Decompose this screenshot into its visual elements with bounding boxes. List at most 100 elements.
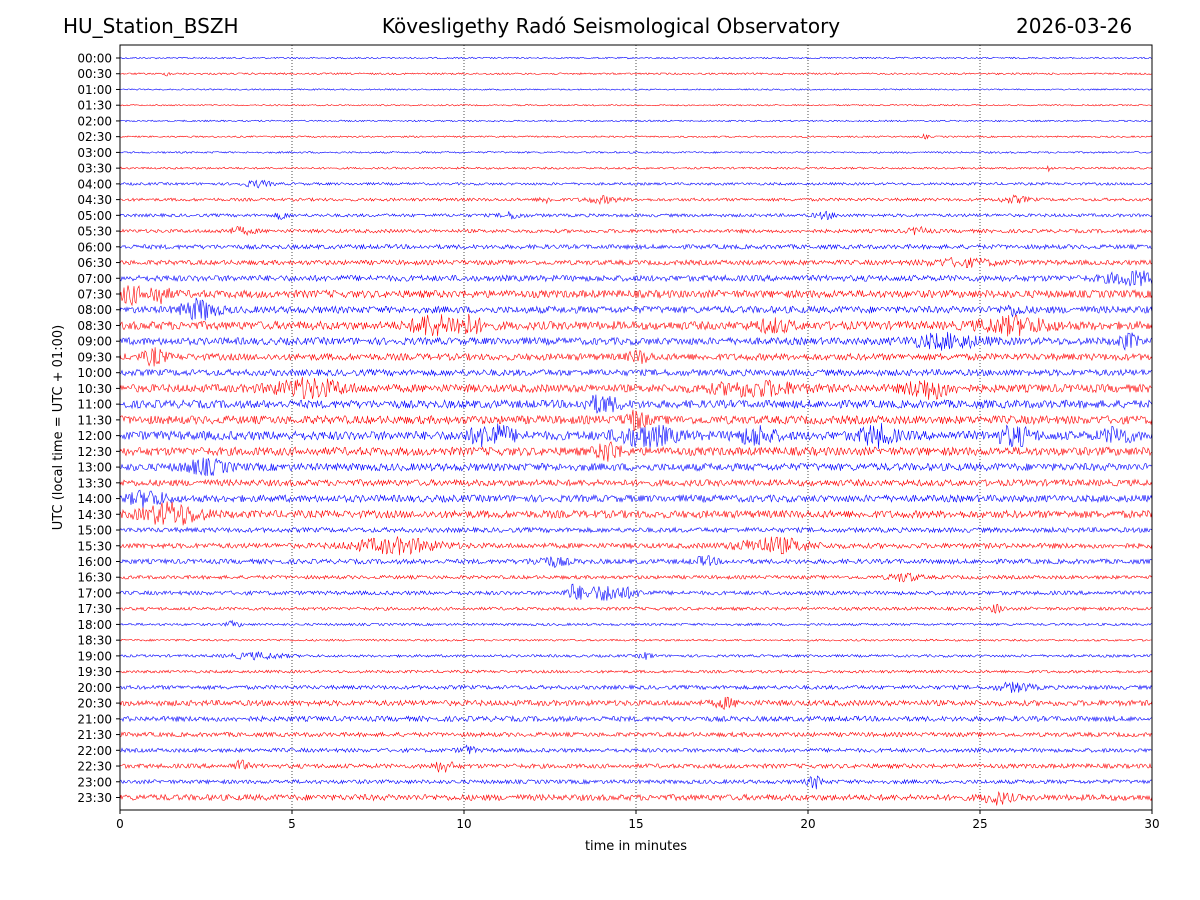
y-tick-label: 21:00 [77, 712, 112, 726]
trace-1400 [119, 489, 1153, 509]
y-tick-label: 13:30 [77, 476, 112, 490]
y-tick-label: 22:30 [77, 760, 112, 774]
y-tick-label: 06:30 [77, 256, 112, 270]
plot-frame [119, 44, 1153, 811]
trace-0630 [119, 257, 1153, 269]
y-tick-label: 18:30 [77, 634, 112, 648]
y-tick-label: 16:30 [77, 571, 112, 585]
trace-1300 [119, 457, 1153, 477]
trace-1230 [119, 441, 1153, 462]
trace-0500 [119, 210, 1153, 221]
y-tick-label: 17:30 [77, 602, 112, 616]
trace-1600 [119, 555, 1153, 569]
y-tick-label: 16:00 [77, 555, 112, 569]
y-tick-label: 02:30 [77, 130, 112, 144]
trace-0200 [119, 119, 1153, 123]
trace-1630 [119, 572, 1153, 583]
y-tick-label: 03:30 [77, 162, 112, 176]
y-tick-label: 21:30 [77, 728, 112, 742]
record-date: 2026-03-26 [1016, 14, 1133, 38]
y-tick-label: 08:30 [77, 319, 112, 333]
trace-1500 [119, 526, 1153, 534]
y-tick-label: 03:00 [77, 146, 112, 160]
trace-0300 [119, 150, 1153, 154]
trace-0130 [119, 104, 1153, 107]
trace-0730 [119, 285, 1153, 307]
y-tick-label: 11:30 [77, 413, 112, 427]
y-axis-label: UTC (local time = UTC + 01:00) [51, 325, 66, 530]
y-tick-label: 09:00 [77, 335, 112, 349]
trace-0600 [119, 243, 1153, 251]
y-tick-label: 00:00 [77, 52, 112, 66]
trace-0430 [119, 194, 1153, 206]
x-tick-label: 5 [288, 817, 296, 831]
y-tick-label: 12:00 [77, 429, 112, 443]
trace-0230 [119, 133, 1153, 140]
trace-1030 [119, 376, 1153, 400]
trace-1900 [119, 651, 1153, 661]
y-tick-label: 01:00 [77, 83, 112, 97]
trace-0100 [119, 88, 1153, 91]
x-axis-ticks: 0 5 10 15 20 25 30 [116, 810, 1160, 831]
trace-2000 [119, 681, 1153, 694]
y-tick-label: 07:00 [77, 272, 112, 286]
trace-0400 [119, 179, 1153, 189]
trace-0900 [119, 331, 1153, 351]
trace-2130 [119, 731, 1153, 738]
trace-1200 [119, 422, 1153, 449]
y-tick-label: 05:30 [77, 225, 112, 239]
trace-1130 [119, 409, 1153, 432]
trace-1730 [119, 603, 1153, 614]
trace-0800 [119, 297, 1153, 321]
y-tick-label: 14:00 [77, 492, 112, 506]
trace-0030 [119, 72, 1153, 77]
y-tick-label: 07:30 [77, 288, 112, 302]
y-tick-label: 20:00 [77, 681, 112, 695]
x-tick-label: 0 [116, 817, 124, 831]
trace-2030 [119, 696, 1153, 710]
y-tick-label: 00:30 [77, 67, 112, 81]
y-tick-label: 19:00 [77, 649, 112, 663]
y-tick-label: 20:30 [77, 697, 112, 711]
trace-1000 [119, 368, 1153, 377]
y-tick-label: 11:00 [77, 398, 112, 412]
y-tick-label: 14:30 [77, 508, 112, 522]
trace-1930 [119, 669, 1153, 674]
trace-1800 [119, 619, 1153, 628]
x-tick-label: 10 [456, 817, 471, 831]
trace-2200 [119, 744, 1153, 755]
y-tick-label: 05:00 [77, 209, 112, 223]
station-name: HU_Station_BSZH [63, 14, 239, 38]
vertical-gridlines [291, 45, 981, 810]
trace-0000 [119, 56, 1153, 60]
trace-2230 [119, 759, 1153, 773]
y-tick-label: 19:30 [77, 665, 112, 679]
x-tick-label: 20 [800, 817, 815, 831]
y-tick-label: 12:30 [77, 445, 112, 459]
y-tick-label: 15:00 [77, 524, 112, 538]
trace-1100 [119, 394, 1153, 414]
trace-1430 [119, 501, 1153, 526]
trace-0530 [119, 225, 1153, 236]
trace-1830 [119, 638, 1152, 642]
y-tick-label: 09:30 [77, 350, 112, 364]
trace-2100 [119, 715, 1153, 723]
trace-0830 [119, 313, 1153, 337]
x-tick-label: 25 [972, 817, 987, 831]
y-tick-label: 08:00 [77, 303, 112, 317]
y-tick-label: 22:00 [77, 744, 112, 758]
x-axis-label: time in minutes [585, 839, 687, 854]
y-tick-label: 10:00 [77, 366, 112, 380]
trace-2300 [119, 775, 1153, 790]
trace-0330 [119, 164, 1153, 173]
y-tick-label: 18:00 [77, 618, 112, 632]
y-tick-label: 01:30 [77, 99, 112, 113]
y-tick-label: 04:30 [77, 193, 112, 207]
observatory-title: Kövesligethy Radó Seismological Observat… [381, 14, 841, 38]
y-tick-label: 17:00 [77, 586, 112, 600]
x-tick-label: 30 [1144, 817, 1159, 831]
y-tick-label: 15:30 [77, 539, 112, 553]
y-tick-label: 06:00 [77, 240, 112, 254]
